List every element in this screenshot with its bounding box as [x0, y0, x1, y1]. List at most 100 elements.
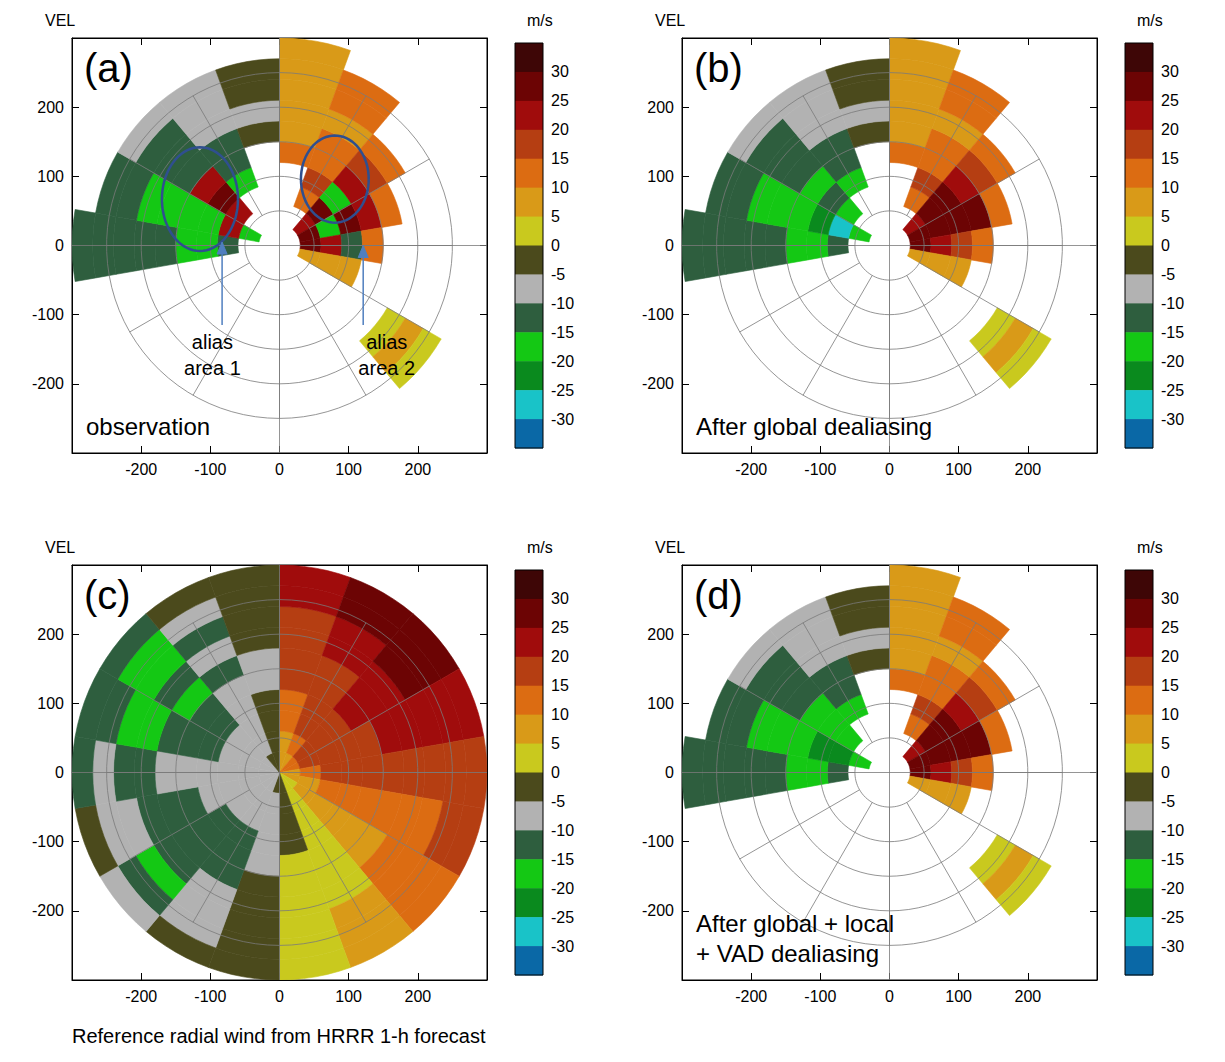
svg-text:-15: -15 [551, 851, 574, 868]
svg-text:30: 30 [1161, 590, 1179, 607]
svg-text:-15: -15 [551, 324, 574, 341]
svg-text:alias: alias [366, 331, 407, 353]
svg-text:alias: alias [192, 331, 233, 353]
svg-text:100: 100 [647, 695, 674, 712]
svg-text:200: 200 [647, 626, 674, 643]
svg-text:Reference radial wind from HRR: Reference radial wind from HRRR 1-h fore… [72, 1025, 486, 1047]
svg-text:200: 200 [37, 99, 64, 116]
svg-text:(d): (d) [694, 573, 743, 617]
svg-text:-10: -10 [551, 822, 574, 839]
svg-text:-100: -100 [642, 833, 674, 850]
svg-text:VEL: VEL [655, 539, 685, 556]
svg-text:0: 0 [55, 237, 64, 254]
svg-text:m/s: m/s [1137, 12, 1163, 29]
svg-text:10: 10 [551, 706, 569, 723]
svg-text:20: 20 [1161, 121, 1179, 138]
svg-text:m/s: m/s [527, 12, 553, 29]
svg-text:-15: -15 [1161, 851, 1184, 868]
svg-text:-100: -100 [804, 461, 836, 478]
svg-text:-5: -5 [551, 266, 565, 283]
svg-text:100: 100 [335, 461, 362, 478]
svg-text:100: 100 [945, 988, 972, 1005]
svg-text:0: 0 [275, 988, 284, 1005]
svg-text:200: 200 [37, 626, 64, 643]
svg-text:100: 100 [945, 461, 972, 478]
svg-text:-30: -30 [1161, 938, 1184, 955]
svg-text:After global + local: After global + local [696, 910, 894, 937]
svg-text:-5: -5 [1161, 266, 1175, 283]
svg-text:-200: -200 [642, 902, 674, 919]
svg-text:0: 0 [1161, 237, 1170, 254]
svg-text:0: 0 [55, 764, 64, 781]
svg-text:m/s: m/s [527, 539, 553, 556]
svg-text:0: 0 [551, 764, 560, 781]
svg-text:VEL: VEL [45, 12, 75, 29]
svg-text:-200: -200 [32, 375, 64, 392]
svg-text:100: 100 [647, 168, 674, 185]
svg-text:25: 25 [1161, 92, 1179, 109]
svg-text:100: 100 [37, 695, 64, 712]
svg-text:15: 15 [1161, 150, 1179, 167]
svg-text:-200: -200 [735, 461, 767, 478]
svg-text:VEL: VEL [655, 12, 685, 29]
svg-text:100: 100 [335, 988, 362, 1005]
svg-text:-25: -25 [1161, 382, 1184, 399]
svg-text:200: 200 [404, 461, 431, 478]
svg-text:-100: -100 [32, 833, 64, 850]
svg-text:200: 200 [1014, 461, 1041, 478]
svg-text:-100: -100 [642, 306, 674, 323]
svg-text:-5: -5 [551, 793, 565, 810]
svg-text:30: 30 [551, 590, 569, 607]
svg-text:20: 20 [551, 121, 569, 138]
svg-text:25: 25 [551, 619, 569, 636]
svg-text:100: 100 [37, 168, 64, 185]
svg-text:-100: -100 [194, 988, 226, 1005]
svg-text:-100: -100 [32, 306, 64, 323]
svg-text:200: 200 [1014, 988, 1041, 1005]
svg-text:10: 10 [1161, 706, 1179, 723]
svg-text:After global dealiasing: After global dealiasing [696, 413, 932, 440]
svg-text:30: 30 [551, 63, 569, 80]
svg-text:20: 20 [1161, 648, 1179, 665]
svg-text:-10: -10 [1161, 295, 1184, 312]
svg-text:200: 200 [647, 99, 674, 116]
svg-text:VEL: VEL [45, 539, 75, 556]
svg-text:25: 25 [551, 92, 569, 109]
svg-text:5: 5 [1161, 208, 1170, 225]
svg-text:0: 0 [551, 237, 560, 254]
svg-text:+ VAD dealiasing: + VAD dealiasing [696, 940, 879, 967]
svg-text:m/s: m/s [1137, 539, 1163, 556]
svg-text:-15: -15 [1161, 324, 1184, 341]
svg-text:25: 25 [1161, 619, 1179, 636]
svg-text:-20: -20 [1161, 880, 1184, 897]
svg-text:0: 0 [885, 988, 894, 1005]
svg-text:0: 0 [885, 461, 894, 478]
svg-text:15: 15 [1161, 677, 1179, 694]
svg-text:15: 15 [551, 677, 569, 694]
svg-text:-100: -100 [194, 461, 226, 478]
svg-text:area 2: area 2 [358, 357, 415, 379]
svg-text:-5: -5 [1161, 793, 1175, 810]
svg-text:-20: -20 [551, 880, 574, 897]
svg-text:-10: -10 [551, 295, 574, 312]
svg-text:-200: -200 [125, 461, 157, 478]
svg-text:15: 15 [551, 150, 569, 167]
svg-text:-30: -30 [551, 938, 574, 955]
svg-text:0: 0 [275, 461, 284, 478]
svg-text:(c): (c) [84, 573, 131, 617]
svg-text:5: 5 [1161, 735, 1170, 752]
svg-text:-20: -20 [1161, 353, 1184, 370]
svg-text:20: 20 [551, 648, 569, 665]
svg-text:0: 0 [665, 764, 674, 781]
svg-text:-25: -25 [1161, 909, 1184, 926]
svg-text:-20: -20 [551, 353, 574, 370]
svg-text:5: 5 [551, 735, 560, 752]
svg-text:0: 0 [665, 237, 674, 254]
svg-text:area 1: area 1 [184, 357, 241, 379]
svg-text:-200: -200 [642, 375, 674, 392]
svg-text:-25: -25 [551, 382, 574, 399]
svg-text:-200: -200 [125, 988, 157, 1005]
svg-text:5: 5 [551, 208, 560, 225]
svg-text:-30: -30 [1161, 411, 1184, 428]
svg-text:(a): (a) [84, 46, 133, 90]
